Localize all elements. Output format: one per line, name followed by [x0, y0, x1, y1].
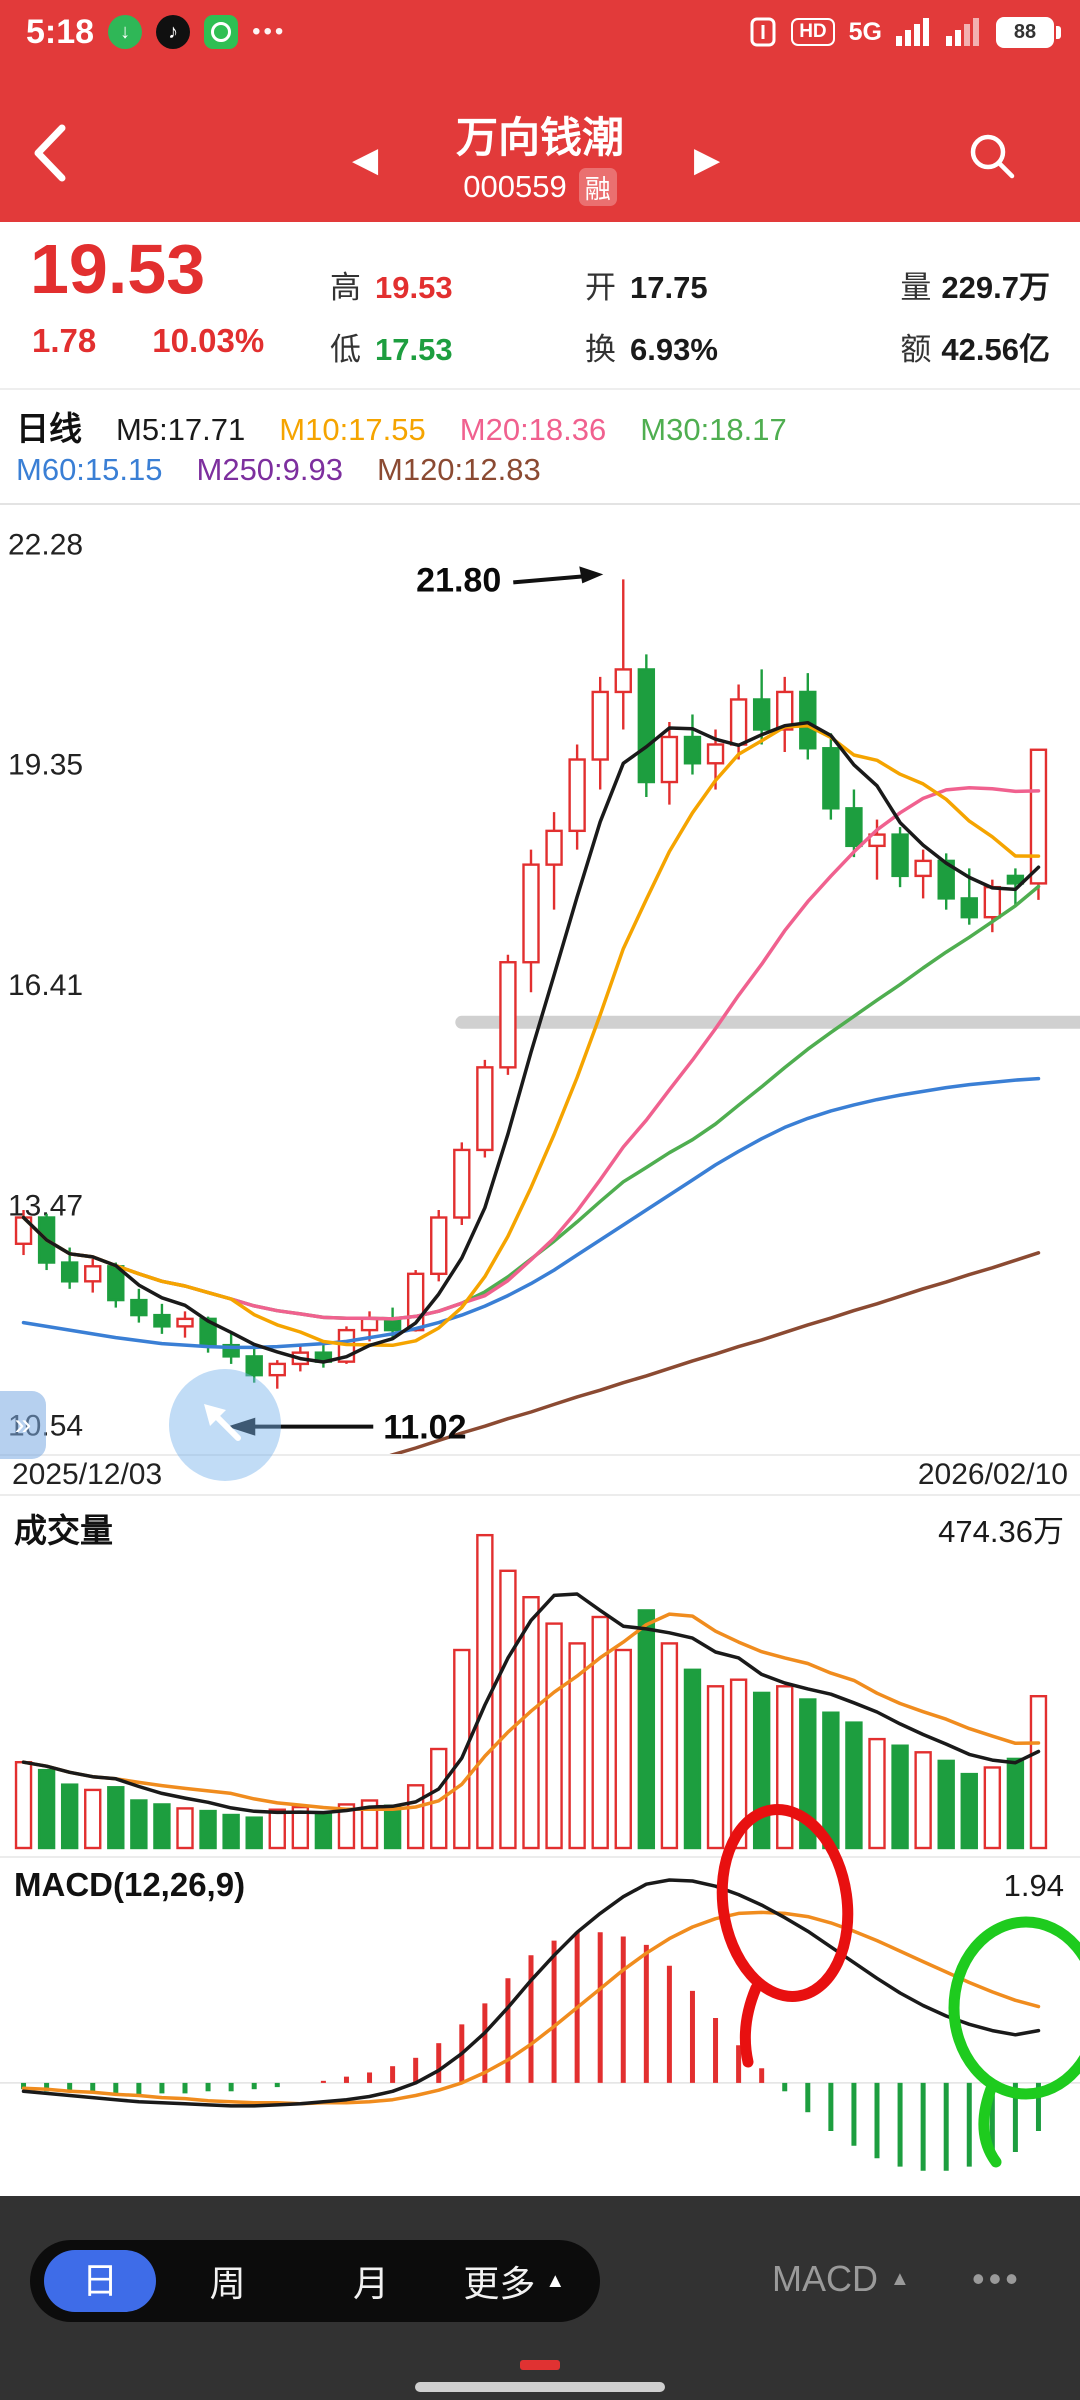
macd-pane-label: MACD(12,26,9)	[14, 1866, 246, 1903]
stock-name-title: 万向钱潮	[455, 114, 624, 161]
low-value: 17.53	[375, 332, 453, 367]
ma120-legend: M120:12.83	[377, 452, 541, 487]
volume-pane: 成交量 474.36万	[0, 1496, 1080, 1856]
move-arrow-icon	[204, 1404, 241, 1441]
signal-bars-2-icon	[946, 18, 979, 46]
last-price: 19.53	[30, 230, 206, 308]
download-icon: ↓	[108, 15, 143, 49]
start-date: 2025/12/03	[12, 1458, 163, 1491]
svg-text:21.80: 21.80	[416, 561, 501, 599]
period-label: 日线	[16, 410, 82, 447]
period-selector: 日 周 月 更多 ▲	[30, 2240, 600, 2322]
end-date: 2026/02/10	[917, 1458, 1068, 1491]
quote-panel: 19.53 1.78 10.03% 高 19.53 低 17.53 开 17.7…	[0, 222, 1080, 390]
open-label: 开	[585, 270, 616, 305]
volume-label: 量	[900, 270, 932, 305]
bottom-toolbar: 日 周 月 更多 ▲ MACD ▲ •••	[0, 2196, 1080, 2400]
nfc-icon	[750, 17, 776, 47]
low-label: 低	[330, 332, 361, 367]
tab-week[interactable]: 周	[209, 2263, 246, 2304]
macd-pane: MACD(12,26,9) 1.94	[0, 1856, 1080, 2196]
crosshair-button[interactable]	[169, 1369, 281, 1481]
svg-text:11.02: 11.02	[383, 1409, 466, 1447]
indicator-label: MACD	[772, 2258, 878, 2299]
page-indicator	[520, 2360, 560, 2370]
app-notification-icon	[204, 15, 239, 49]
chevron-up-icon: ▲	[545, 2269, 566, 2292]
amount-value: 42.56亿	[941, 332, 1050, 367]
tab-more[interactable]: 更多 ▲	[443, 2255, 586, 2307]
prev-stock-button[interactable]: ◀	[352, 141, 379, 179]
search-button[interactable]	[966, 130, 1018, 182]
ma10-legend: M10:17.55	[279, 412, 426, 447]
svg-text:19.35: 19.35	[8, 748, 83, 781]
battery-icon: 88	[996, 16, 1061, 48]
more-notifications-icon: •••	[252, 18, 287, 45]
svg-text:22.28: 22.28	[8, 528, 83, 561]
macd-chart[interactable]	[0, 1858, 1080, 2198]
tab-day[interactable]: 日	[44, 2250, 156, 2312]
ma60-legend: M60:15.15	[16, 452, 163, 487]
tab-more-label: 更多	[463, 2263, 536, 2304]
ma30-legend: M30:18.17	[640, 412, 787, 447]
tiktok-icon: ♪	[156, 15, 191, 49]
tab-month[interactable]: 月	[352, 2263, 389, 2304]
ma20-legend: M20:18.36	[459, 412, 607, 447]
back-button[interactable]	[28, 118, 80, 188]
high-value: 19.53	[375, 270, 453, 305]
next-stock-button[interactable]: ▶	[694, 141, 721, 179]
back-chevron-icon	[34, 124, 66, 182]
signal-bars-icon	[896, 18, 929, 46]
indicator-chevron-up-icon: ▲	[890, 2267, 910, 2290]
date-axis: 2025/12/03 2026/02/10	[0, 1454, 1080, 1496]
more-options-button[interactable]: •••	[972, 2258, 1022, 2299]
indicator-selector[interactable]: MACD ▲	[772, 2258, 910, 2300]
macd-current-value: 1.94	[1003, 1868, 1064, 1903]
price-change: 1.78	[32, 322, 97, 359]
volume-value: 229.7万	[941, 270, 1050, 305]
app-header: 5:18 ↓ ♪ ••• HD 5G	[0, 0, 1080, 222]
open-value: 17.75	[630, 270, 708, 305]
expand-sidebar-button[interactable]: »	[0, 1391, 46, 1459]
turnover-value: 6.93%	[630, 332, 718, 367]
hd-badge: HD	[791, 18, 835, 46]
margin-trading-badge: 融	[578, 168, 617, 206]
volume-pane-label: 成交量	[14, 1512, 113, 1549]
volume-chart[interactable]	[0, 1496, 1080, 1856]
home-indicator[interactable]	[415, 2382, 665, 2392]
turnover-label: 换	[585, 332, 616, 367]
ma5-legend: M5:17.71	[116, 412, 246, 447]
ma250-legend: M250:9.93	[196, 452, 344, 487]
amount-label: 额	[900, 332, 932, 367]
stock-code: 000559	[463, 169, 567, 204]
status-bar: 5:18 ↓ ♪ ••• HD 5G	[0, 0, 1080, 64]
price-change-percent: 10.03%	[152, 322, 265, 359]
network-type-label: 5G	[848, 17, 882, 46]
svg-text:16.41: 16.41	[8, 969, 83, 1002]
volume-max-value: 474.36万	[938, 1514, 1064, 1549]
battery-level: 88	[1013, 20, 1037, 43]
clock: 5:18	[26, 12, 95, 51]
high-label: 高	[330, 270, 361, 305]
ma-legend-bar: 日线 M5:17.71 M10:17.55 M20:18.36 M30:18.1…	[0, 390, 1080, 505]
search-icon	[970, 134, 1015, 179]
